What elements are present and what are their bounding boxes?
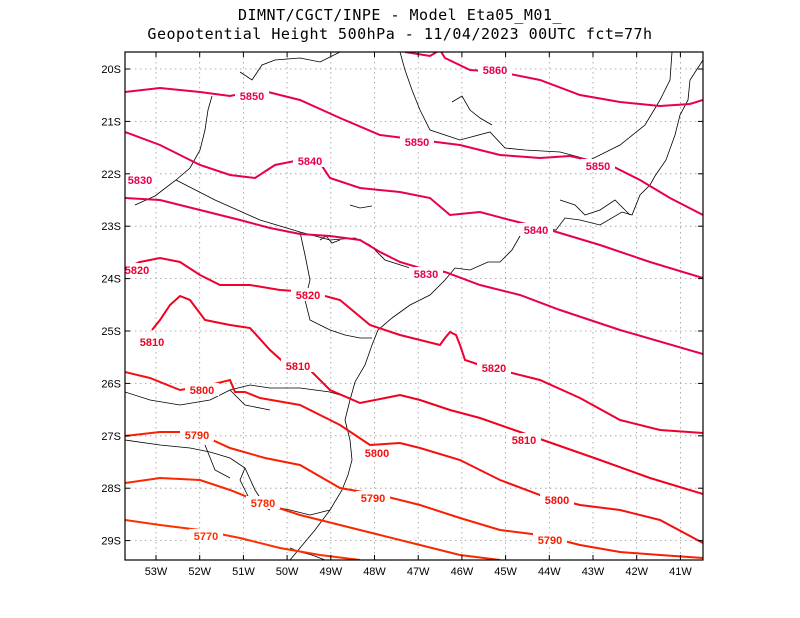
map-frame (124, 51, 704, 561)
state-border-parana-sp (175, 179, 411, 269)
lon-tick-label: 45W (494, 566, 517, 578)
lat-tick-label: 26S (101, 378, 121, 390)
lon-tick-label: 46W (451, 566, 474, 578)
contour-label-bg (189, 529, 223, 542)
map-title-line-2: Geopotential Height 500hPa - 11/04/2023 … (147, 25, 653, 43)
contour-label-5810: 5810 (286, 361, 310, 373)
reservoir-2 (319, 235, 341, 244)
contour-label-bg (246, 496, 280, 509)
contour-label-5830: 5830 (128, 175, 152, 187)
longitude-axis: 53W 52W 51W 50W 49W 48W 47W 46W 45W 44W 43W 42W 41W (145, 52, 692, 578)
lat-tick-label: 27S (101, 431, 121, 443)
contour-label-5800: 5800 (545, 495, 569, 507)
contour-label-5850: 5850 (240, 91, 264, 103)
contour-5860 (404, 52, 703, 108)
contour-label-bg (519, 223, 553, 236)
contour-label-5850: 5850 (586, 161, 610, 173)
contour-5820 (125, 256, 703, 434)
lon-tick-label: 42W (625, 566, 648, 578)
lon-tick-label: 44W (538, 566, 561, 578)
contour-label-bg (185, 383, 219, 396)
lon-tick-label: 48W (363, 566, 386, 578)
contour-label-5790: 5790 (185, 430, 209, 442)
lat-tick-label: 21S (101, 116, 121, 128)
contour-label-5860: 5860 (483, 65, 507, 77)
contour-label-bg (478, 63, 512, 76)
contour-label-5800: 5800 (365, 448, 389, 460)
contour-label-5810: 5810 (140, 337, 164, 349)
contour-5830 (125, 197, 703, 355)
state-border-parana-sc (125, 384, 351, 406)
contour-label-5810: 5810 (512, 435, 536, 447)
map-title-line-1: DIMNT/CGCT/INPE - Model Eta05_M01_ (237, 6, 563, 24)
contour-label-bg (123, 173, 157, 186)
contour-label-5790: 5790 (361, 493, 385, 505)
lon-tick-label: 50W (276, 566, 299, 578)
contour-label-bg (180, 428, 214, 441)
contour-label-5780: 5780 (251, 498, 275, 510)
lat-tick-label: 23S (101, 221, 121, 233)
lon-tick-label: 47W (407, 566, 430, 578)
contour-label-5790: 5790 (538, 535, 562, 547)
contour-5850 (125, 86, 703, 216)
contour-label-5820: 5820 (296, 290, 320, 302)
height-contours (125, 52, 703, 560)
contour-label-bg (533, 533, 567, 546)
contour-label-5830: 5830 (414, 269, 438, 281)
contour-label-bg (135, 335, 169, 348)
contour-label-bg (293, 154, 327, 167)
lon-tick-label: 53W (145, 566, 168, 578)
lon-tick-label: 43W (582, 566, 605, 578)
contour-label-5800: 5800 (190, 385, 214, 397)
lat-tick-label: 20S (101, 64, 121, 76)
lat-tick-label: 24S (101, 274, 121, 286)
reservoir-1 (349, 95, 493, 209)
lon-tick-label: 41W (669, 566, 692, 578)
lat-tick-label: 29S (101, 536, 121, 548)
contour-label-bg (409, 267, 443, 280)
contour-label-5820: 5820 (482, 363, 506, 375)
contour-label-bg (360, 446, 394, 459)
coastline-and-borders (125, 52, 703, 560)
contour-label-bg (540, 493, 574, 506)
lon-tick-label: 52W (188, 566, 211, 578)
contour-5770 (125, 519, 361, 560)
contour-label-bg (120, 263, 154, 276)
contour-label-bg (400, 135, 434, 148)
lon-tick-label: 49W (319, 566, 342, 578)
state-border-rj (559, 199, 631, 216)
contour-label-5850: 5850 (405, 137, 429, 149)
contour-label-bg (507, 433, 541, 446)
state-border-mg-sp (399, 52, 673, 161)
contour-label-5820: 5820 (125, 265, 149, 277)
contour-label-5840: 5840 (524, 225, 548, 237)
coastline (289, 59, 703, 560)
contour-label-bg (356, 491, 390, 504)
lat-tick-label: 25S (101, 326, 121, 338)
state-border-sp-mg (134, 52, 341, 206)
contour-label-bg (477, 361, 511, 374)
contour-label-5770: 5770 (194, 531, 218, 543)
contour-label-bg (291, 288, 325, 301)
lat-tick-label: 22S (101, 169, 121, 181)
contour-label-bg (235, 89, 269, 102)
state-border-parana-west (299, 231, 372, 339)
lat-tick-label: 28S (101, 483, 121, 495)
contour-label-bg (281, 359, 315, 372)
contour-labels: 5860 5850 5850 5850 5840 5840 5830 5830 5820 5820… (120, 63, 615, 547)
lon-tick-label: 51W (232, 566, 255, 578)
contour-5840 (125, 131, 703, 279)
contour-5780 (125, 476, 501, 560)
latitude-axis: 20S 21S 22S 23S 24S 25S 26S 27S 28S 29S (101, 64, 703, 548)
contour-label-5840: 5840 (298, 156, 322, 168)
contour-label-bg (581, 159, 615, 172)
